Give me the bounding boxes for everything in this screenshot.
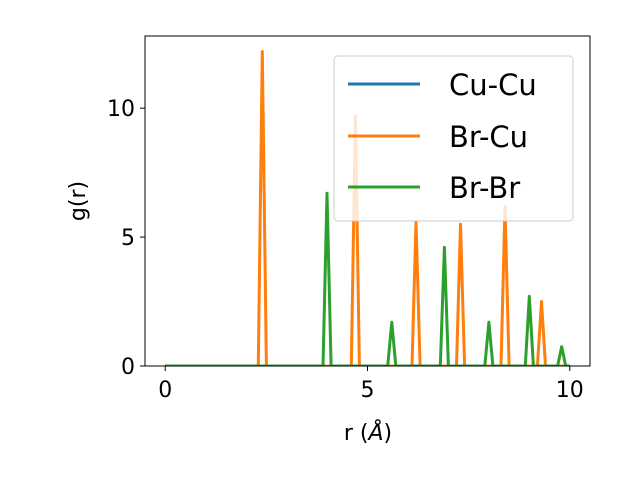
x-axis-label-prefix: r ( <box>344 421 369 446</box>
y-axis-label: g(r) <box>66 181 91 221</box>
y-axis-ticks: 0 5 10 <box>107 97 145 380</box>
legend: Cu-Cu Br-Cu Br-Br <box>333 55 574 222</box>
legend-label-br-br: Br-Br <box>449 171 520 205</box>
y-tick-label: 10 <box>107 97 135 122</box>
y-tick-label: 5 <box>121 226 135 251</box>
x-axis-label-unit: Å <box>366 419 383 446</box>
x-tick-label: 10 <box>556 378 584 403</box>
y-tick-label: 0 <box>121 355 135 380</box>
x-tick-label: 5 <box>361 378 375 403</box>
x-axis-label-suffix: ) <box>384 421 393 446</box>
legend-frame <box>333 55 574 222</box>
legend-label-br-cu: Br-Cu <box>449 120 528 154</box>
x-tick-label: 0 <box>158 378 172 403</box>
legend-label-cu-cu: Cu-Cu <box>449 68 537 102</box>
x-axis-label: r (Å) <box>344 419 392 446</box>
x-axis-ticks: 0 5 10 <box>158 366 584 403</box>
